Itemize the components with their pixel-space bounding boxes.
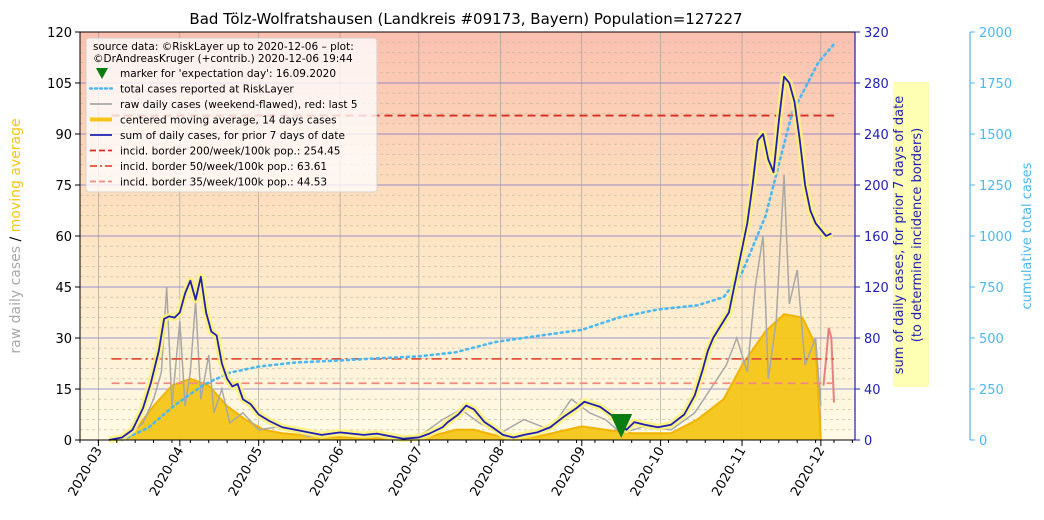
total-cases-line — [120, 42, 836, 442]
legend-entry: ©DrAndreasKruger (+contrib.) 2020-12-06 … — [93, 53, 353, 65]
raw-daily-cases-line — [121, 174, 822, 441]
legend-marker-icon — [96, 68, 108, 79]
x-tick-label: 2020-09 — [549, 445, 589, 500]
y-right1-tick-label: 200 — [864, 179, 889, 194]
legend-label: sum of daily cases, for prior 7 days of … — [120, 130, 345, 142]
y-right2-tick-label: 0 — [979, 434, 987, 449]
y-left-tick-label: 60 — [55, 230, 72, 245]
legend-box — [85, 37, 378, 193]
legend-entry: centered moving average, 14 days cases — [90, 115, 337, 127]
legend-label: marker for 'expectation day': 16.09.2020 — [120, 68, 336, 80]
legend-entry: sum of daily cases, for prior 7 days of … — [90, 130, 345, 142]
y-right2-tick-label: 1000 — [979, 230, 1012, 245]
legend-entry: marker for 'expectation day': 16.09.2020 — [96, 68, 336, 80]
legend-entry: source data: ©RiskLayer up to 2020-12-06… — [93, 41, 354, 53]
x-tick-label: 2020-06 — [307, 445, 347, 500]
y-right1-axis-label-line: sum of daily cases, for prior 7 days of … — [892, 96, 907, 375]
y-left-tick-label: 30 — [55, 332, 72, 347]
y-right2-tick-label: 750 — [979, 281, 1004, 296]
y-right2-tick-label: 250 — [979, 383, 1004, 398]
y-left-tick-label: 15 — [55, 383, 72, 398]
x-tick-label: 2020-08 — [468, 445, 508, 500]
y-right2-tick-label: 500 — [979, 332, 1004, 347]
y-right2-tick-label: 1750 — [979, 77, 1012, 92]
y-right2-axis-label: cumulative total cases — [1020, 162, 1035, 309]
y-left-axis-label: raw daily cases / moving average — [8, 118, 24, 353]
y-left-tick-label: 90 — [55, 128, 72, 143]
y-left-axis-label-part: moving average — [8, 118, 24, 232]
y-right1-tick-label: 280 — [864, 77, 889, 92]
y-right1-axis-label-line: (to determine incidence borders) — [910, 128, 925, 343]
expectation-day-marker — [610, 414, 633, 438]
y-left-tick-label: 0 — [64, 434, 72, 449]
y-left-tick-label: 105 — [47, 77, 72, 92]
legend-entry: incid. border 35/week/100k pop.: 44.53 — [90, 177, 327, 189]
legend-entry: incid. border 50/week/100k pop.: 63.61 — [90, 161, 327, 173]
y-right1-tick-label: 120 — [864, 281, 889, 296]
legend-label: incid. border 200/week/100k pop.: 254.45 — [120, 146, 340, 158]
y-right1-label-box — [893, 82, 929, 387]
x-tick-label: 2020-04 — [147, 445, 187, 500]
chart-title: Bad Tölz-Wolfratshausen (Landkreis #0917… — [189, 10, 742, 28]
legend-entry: total cases reported at RiskLayer — [88, 84, 294, 96]
x-tick-label: 2020-05 — [226, 445, 266, 500]
y-left-axis-label-part: / — [8, 232, 24, 241]
x-tick-label: 2020-12 — [788, 445, 828, 500]
y-left-tick-label: 120 — [47, 26, 72, 41]
x-tick-label: 2020-10 — [628, 445, 668, 500]
legend-label: total cases reported at RiskLayer — [120, 84, 294, 96]
legend-text: ©DrAndreasKruger (+contrib.) 2020-12-06 … — [93, 53, 353, 65]
y-right1-tick-label: 0 — [864, 434, 872, 449]
series-layer — [108, 42, 836, 444]
moving-average-area — [116, 314, 821, 440]
x-tick-label: 2020-11 — [709, 445, 749, 500]
y-right1-tick-label: 320 — [864, 26, 889, 41]
legend-label: incid. border 50/week/100k pop.: 63.61 — [120, 161, 327, 173]
legend-label: incid. border 35/week/100k pop.: 44.53 — [120, 177, 327, 189]
y-left-axis-label-part: raw daily cases — [8, 241, 24, 353]
y-right1-tick-label: 40 — [864, 383, 881, 398]
y-left-tick-label: 75 — [55, 179, 72, 194]
legend-label: centered moving average, 14 days cases — [120, 115, 337, 127]
seven-day-sum-line — [108, 75, 832, 441]
y-right2-tick-label: 1250 — [979, 179, 1012, 194]
legend-entry: raw daily cases (weekend-flawed), red: l… — [90, 99, 358, 111]
legend-text: source data: ©RiskLayer up to 2020-12-06… — [93, 41, 354, 53]
legend-label: raw daily cases (weekend-flawed), red: l… — [120, 99, 358, 111]
y-right1-tick-label: 160 — [864, 230, 889, 245]
y-right2-tick-label: 2000 — [979, 26, 1012, 41]
y-right1-tick-label: 240 — [864, 128, 889, 143]
x-tick-label: 2020-07 — [386, 445, 426, 500]
y-right1-tick-label: 80 — [864, 332, 881, 347]
legend: source data: ©RiskLayer up to 2020-12-06… — [85, 37, 378, 193]
y-right2-tick-label: 1500 — [979, 128, 1012, 143]
y-left-tick-label: 45 — [55, 281, 72, 296]
x-tick-label: 2020-03 — [66, 445, 106, 500]
legend-entry: incid. border 200/week/100k pop.: 254.45 — [90, 146, 340, 158]
